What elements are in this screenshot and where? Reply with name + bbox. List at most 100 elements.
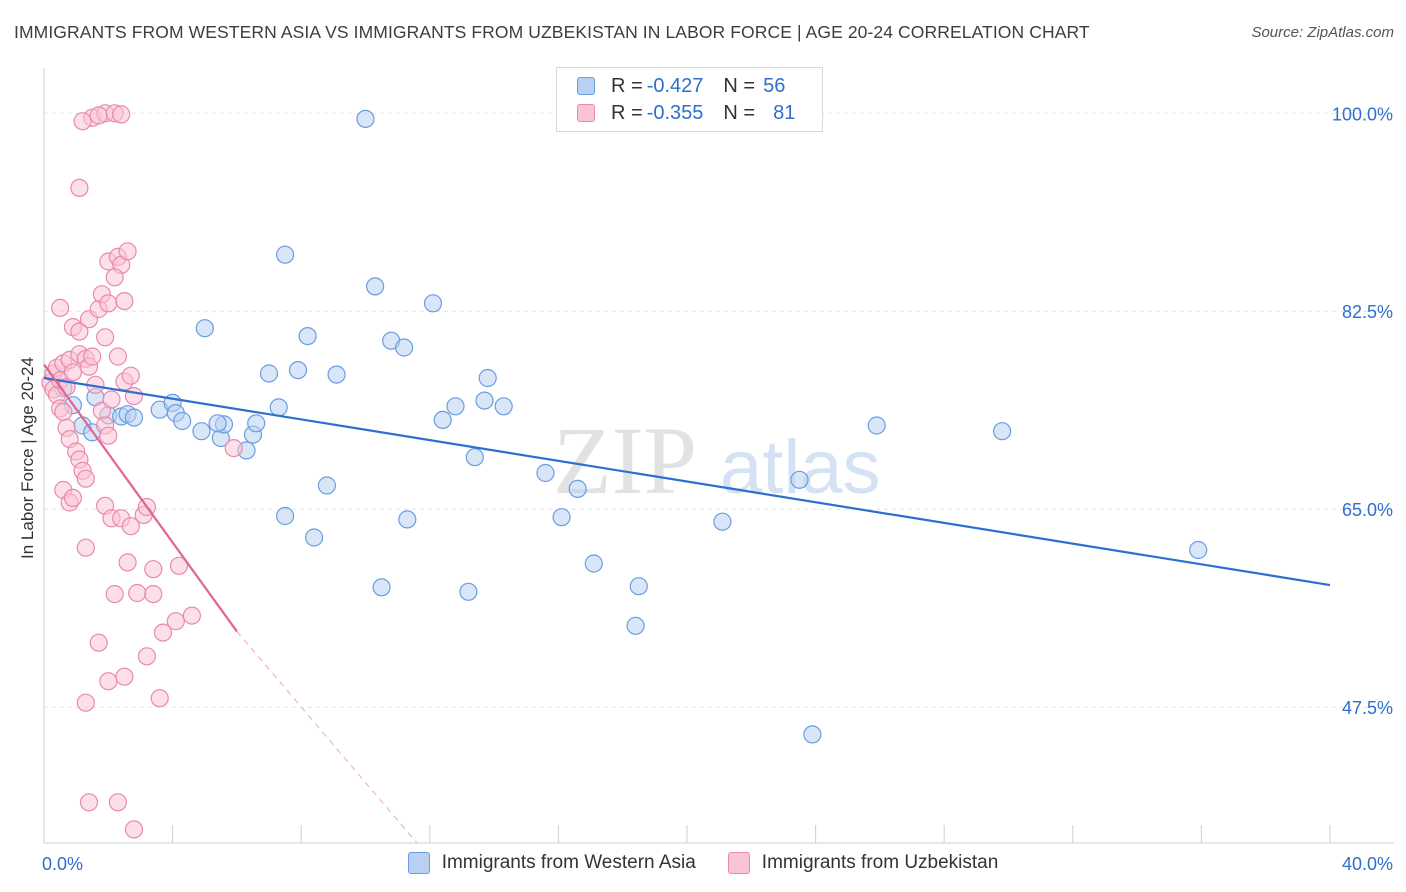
point-uzbekistan bbox=[95, 328, 115, 347]
point-uzbekistan bbox=[108, 347, 128, 366]
point-uzbekistan bbox=[99, 426, 118, 445]
legend-item-uzbekistan[interactable]: Immigrants from Uzbekistan bbox=[727, 852, 999, 874]
trend-line-uzbekistan bbox=[43, 363, 238, 633]
point-western-asia bbox=[247, 414, 266, 433]
point-uzbekistan bbox=[105, 268, 124, 287]
point-uzbekistan bbox=[128, 583, 147, 603]
y-axis-label: In Labor Force | Age 20-24 bbox=[18, 357, 37, 559]
point-western-asia bbox=[459, 582, 478, 601]
y-tick-label: 47.5% bbox=[1342, 698, 1393, 718]
legend-r-value: -0.427 bbox=[646, 74, 704, 97]
point-uzbekistan bbox=[99, 294, 118, 313]
point-uzbekistan bbox=[153, 623, 173, 642]
point-western-asia bbox=[584, 554, 603, 573]
point-western-asia bbox=[1189, 540, 1208, 560]
axes bbox=[43, 68, 1394, 844]
legend-r-value: -0.355 bbox=[646, 101, 704, 124]
legend-item-western-asia[interactable]: Immigrants from Western Asia bbox=[407, 852, 696, 874]
point-western-asia bbox=[366, 277, 385, 296]
chart-title: IMMIGRANTS FROM WESTERN ASIA VS IMMIGRAN… bbox=[14, 22, 1090, 42]
legend-n-value: 81 bbox=[773, 101, 796, 124]
legend-label-uzbekistan: Immigrants from Uzbekistan bbox=[761, 852, 999, 873]
point-western-asia bbox=[992, 422, 1012, 441]
trend-line-western-asia bbox=[43, 376, 1331, 587]
legend-swatch-western-asia bbox=[407, 852, 430, 874]
point-western-asia bbox=[317, 476, 336, 495]
point-uzbekistan bbox=[118, 553, 137, 572]
watermark: ZIP atlas bbox=[553, 407, 881, 514]
legend-n-label: N = bbox=[723, 101, 756, 124]
legend-row-western-asia: R = -0.427 N = 56 bbox=[577, 73, 785, 99]
point-western-asia bbox=[568, 479, 587, 498]
legend-label-western-asia: Immigrants from Western Asia bbox=[441, 852, 696, 873]
point-uzbekistan bbox=[63, 488, 83, 507]
x-tick-labels: 0.0% 40.0% bbox=[42, 854, 1393, 874]
point-western-asia bbox=[356, 109, 375, 129]
y-tick-label: 82.5% bbox=[1342, 302, 1393, 322]
point-uzbekistan bbox=[79, 793, 99, 812]
source-label: Source: ZipAtlas.com bbox=[1251, 24, 1394, 41]
point-uzbekistan bbox=[102, 390, 121, 409]
point-uzbekistan bbox=[124, 387, 144, 406]
trend-line-uzbekistan-extension bbox=[236, 631, 418, 844]
point-uzbekistan bbox=[99, 672, 118, 691]
point-uzbekistan bbox=[182, 606, 201, 625]
point-uzbekistan bbox=[105, 584, 124, 604]
point-uzbekistan bbox=[144, 584, 163, 604]
point-western-asia bbox=[208, 414, 227, 433]
point-western-asia bbox=[536, 463, 555, 483]
legend-n-value: 56 bbox=[763, 74, 786, 97]
legend-r-label: R = bbox=[611, 101, 643, 124]
point-uzbekistan bbox=[121, 366, 140, 385]
point-uzbekistan bbox=[124, 820, 144, 839]
trend-lines bbox=[43, 363, 1331, 844]
y-tick-label: 100.0% bbox=[1332, 104, 1393, 124]
point-western-asia bbox=[626, 616, 645, 635]
point-western-asia bbox=[475, 391, 494, 410]
point-western-asia bbox=[372, 578, 391, 597]
point-uzbekistan bbox=[70, 178, 89, 197]
point-western-asia bbox=[552, 508, 571, 527]
point-uzbekistan bbox=[76, 469, 95, 488]
point-uzbekistan bbox=[169, 556, 189, 575]
point-western-asia bbox=[124, 408, 144, 427]
point-uzbekistan bbox=[144, 560, 163, 579]
y-tick-labels: 100.0% 82.5% 65.0% 47.5% bbox=[1332, 104, 1393, 718]
point-western-asia bbox=[478, 368, 497, 388]
watermark-atlas: atlas bbox=[720, 425, 881, 510]
legend-swatch-uzbekistan bbox=[727, 852, 750, 874]
point-western-asia bbox=[269, 398, 288, 417]
point-uzbekistan bbox=[73, 112, 92, 131]
point-uzbekistan bbox=[70, 322, 89, 341]
watermark-zip: ZIP bbox=[553, 407, 697, 514]
point-uzbekistan bbox=[108, 793, 128, 812]
point-uzbekistan bbox=[118, 242, 137, 261]
point-western-asia bbox=[259, 364, 279, 383]
x-tick-label: 40.0% bbox=[1342, 854, 1393, 874]
point-western-asia bbox=[192, 422, 211, 441]
point-western-asia bbox=[305, 528, 324, 547]
x-tick-label: 0.0% bbox=[42, 854, 83, 874]
point-western-asia bbox=[433, 410, 452, 429]
point-uzbekistan bbox=[76, 538, 95, 557]
point-uzbekistan bbox=[89, 633, 108, 652]
point-uzbekistan bbox=[224, 439, 243, 458]
point-western-asia bbox=[395, 338, 414, 357]
point-uzbekistan bbox=[121, 517, 140, 536]
y-tick-label: 65.0% bbox=[1342, 500, 1393, 520]
point-western-asia bbox=[398, 510, 417, 529]
point-western-asia bbox=[803, 725, 822, 744]
point-western-asia bbox=[298, 327, 317, 346]
point-western-asia bbox=[629, 577, 648, 596]
point-uzbekistan bbox=[63, 363, 83, 382]
legend-r-label: R = bbox=[611, 74, 643, 97]
point-western-asia bbox=[465, 448, 484, 467]
legend-swatch-uzbekistan bbox=[577, 104, 595, 122]
series-legend: Immigrants from Western Asia Immigrants … bbox=[0, 852, 1406, 874]
point-uzbekistan bbox=[76, 693, 95, 712]
point-western-asia bbox=[867, 416, 886, 435]
point-western-asia bbox=[446, 397, 465, 416]
point-western-asia bbox=[173, 411, 192, 431]
legend-n-label: N = bbox=[723, 74, 756, 97]
